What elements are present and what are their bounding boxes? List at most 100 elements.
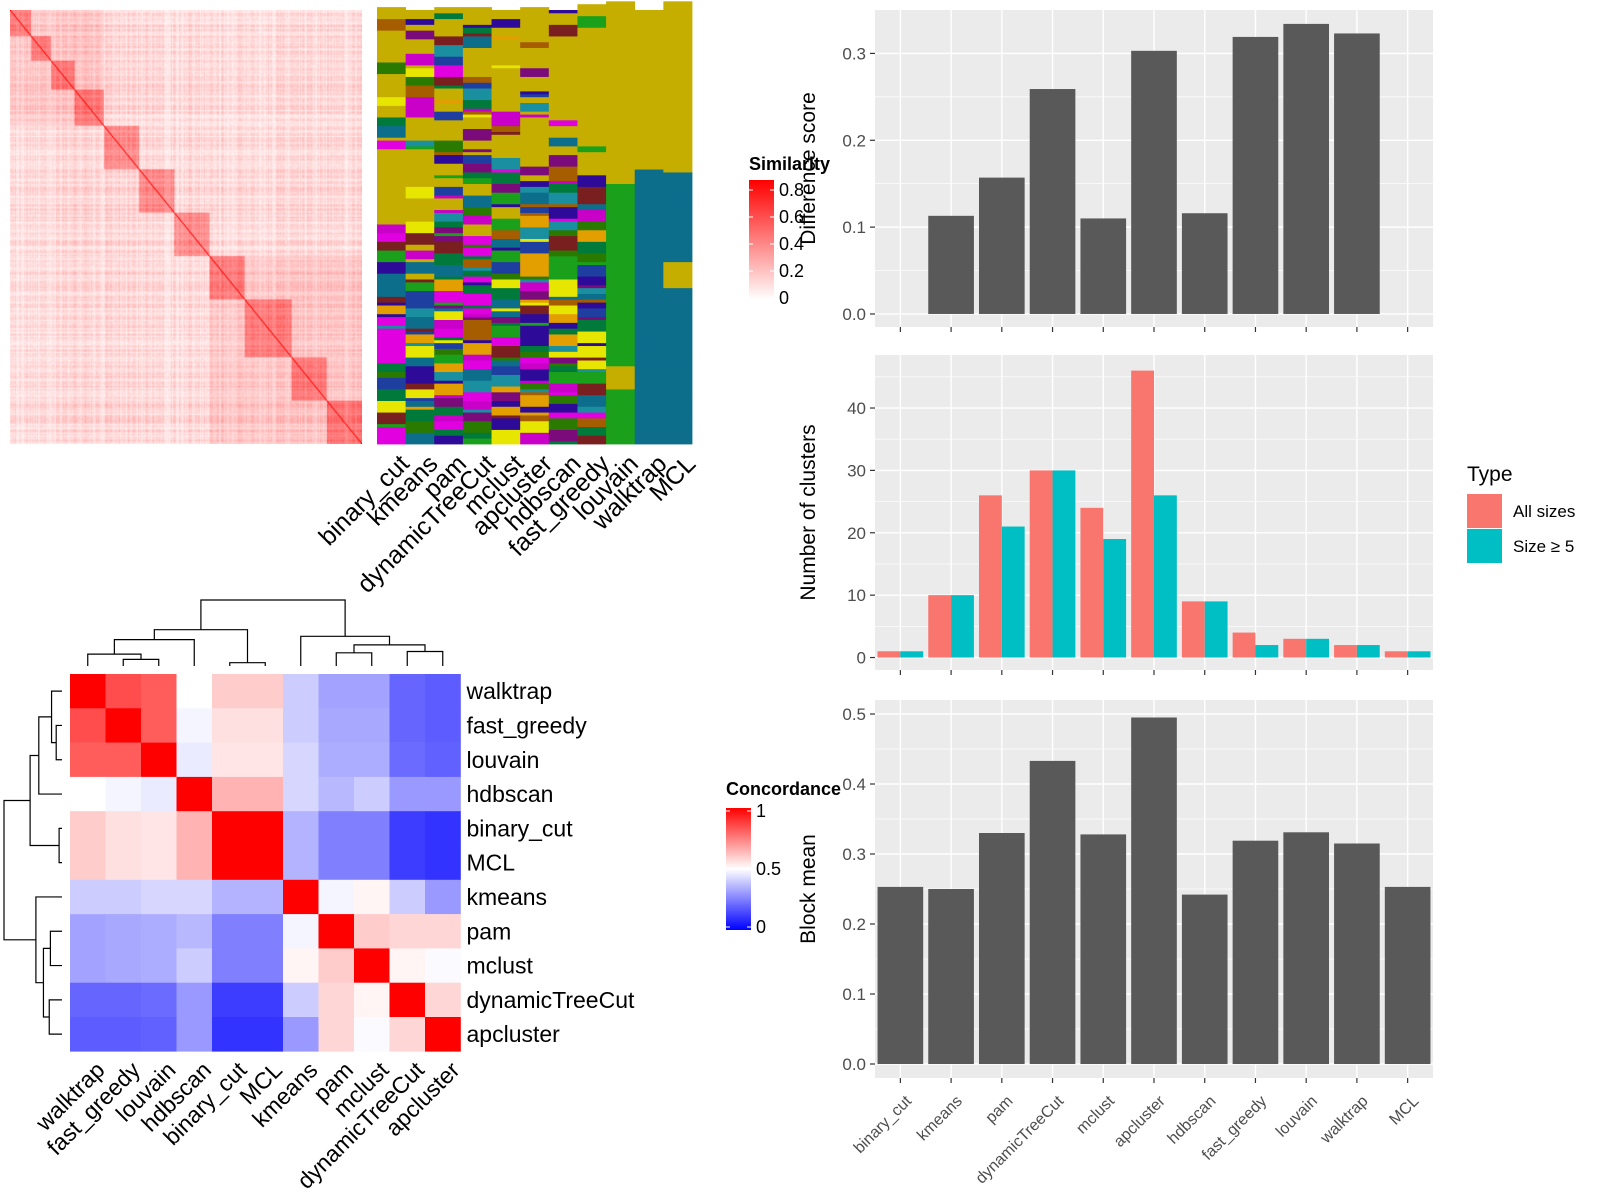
cluster-cell	[491, 64, 521, 69]
cluster-cell	[663, 53, 693, 86]
cluster-cell	[377, 305, 407, 315]
concordance-cell	[283, 776, 319, 812]
cluster-cell	[434, 232, 464, 237]
cluster-cell	[462, 255, 492, 260]
cluster-cell	[577, 4, 607, 17]
difference-score-chart: 0.0 0.1 0.2 0.3 Difference score	[797, 10, 1433, 332]
cluster-cell	[520, 227, 550, 239]
cluster-cell	[520, 79, 550, 86]
cluster-cell	[405, 316, 435, 329]
cluster-cell	[663, 96, 693, 127]
cluster-cell	[520, 389, 550, 393]
similarity-legend-tick-label: 0.4	[779, 234, 804, 254]
cluster-cell	[377, 377, 407, 390]
cluster-column-binary_cut	[377, 7, 407, 445]
cluster-cell	[634, 15, 664, 28]
cluster-cell	[577, 316, 607, 320]
row-dendrogram-link	[35, 896, 62, 984]
cluster-cell	[462, 412, 492, 422]
concordance-cell	[105, 845, 142, 881]
type-legend-key	[1467, 494, 1502, 528]
cluster-cell	[520, 59, 550, 69]
concordance-cell	[70, 811, 106, 846]
cluster-cell	[520, 47, 550, 60]
cluster-cell	[405, 331, 435, 335]
cluster-cell	[491, 238, 521, 248]
cluster-cell	[377, 284, 407, 297]
cluster-cell	[491, 273, 521, 280]
cluster-cell	[405, 27, 435, 31]
cluster-column-hdbscan	[548, 10, 578, 445]
concordance-cell	[212, 982, 248, 1018]
cluster-cell	[606, 183, 636, 205]
cluster-cell	[548, 12, 578, 25]
cluster-cell	[434, 198, 464, 211]
bar-size-5	[1306, 638, 1330, 658]
cluster-cell	[663, 1, 693, 20]
cluster-cell	[577, 319, 607, 332]
cluster-cell	[434, 99, 464, 103]
cluster-cell	[462, 128, 492, 141]
cluster-cell	[462, 114, 492, 118]
cluster-cell	[520, 128, 550, 138]
concordance-cell	[70, 845, 106, 881]
cluster-cell	[634, 59, 664, 86]
concordance-cell	[212, 776, 248, 812]
cluster-cell	[634, 169, 664, 196]
cluster-cell	[405, 180, 435, 187]
cluster-cell	[520, 24, 550, 37]
cluster-cell	[405, 406, 435, 410]
cluster-cell	[577, 163, 607, 176]
cluster-assignment-heatmap: binary_cutkmeanspamdynamicTreeCutmclusta…	[313, 1, 701, 599]
cluster-cell	[377, 313, 407, 318]
cluster-cell	[377, 362, 407, 370]
cluster-column-pam	[434, 7, 464, 445]
cluster-cell	[462, 56, 492, 69]
bar-all-sizes	[928, 595, 952, 658]
concordance-cell	[389, 879, 426, 915]
cluster-cell	[577, 299, 607, 303]
cluster-cell	[462, 276, 492, 283]
cluster-cell	[434, 88, 464, 98]
cluster-cell	[434, 302, 464, 306]
cluster-cell	[462, 339, 492, 344]
cluster-cell	[548, 371, 578, 384]
x-tick-label: pam	[983, 1093, 1017, 1127]
cluster-cell	[548, 351, 578, 358]
cluster-cell	[577, 192, 607, 205]
similarity-legend-title: Similarity	[749, 154, 830, 174]
cluster-cell	[491, 206, 521, 219]
cluster-cell	[405, 209, 435, 216]
cluster-cell	[548, 267, 578, 280]
cluster-cell	[606, 203, 636, 211]
cluster-cell	[577, 203, 607, 211]
concordance-cell	[141, 742, 177, 778]
concordance-cell	[141, 845, 177, 881]
cluster-cell	[462, 206, 492, 216]
cluster-cell	[520, 305, 550, 315]
cluster-cell	[405, 53, 435, 66]
cluster-cell	[491, 250, 521, 263]
cluster-cell	[434, 36, 464, 46]
cluster-column-mclust	[491, 10, 521, 445]
cluster-cell	[520, 154, 550, 167]
cluster-cell	[577, 41, 607, 46]
cluster-cell	[548, 64, 578, 69]
cluster-cell	[548, 47, 578, 54]
cluster-cell	[577, 276, 607, 286]
cluster-cell	[548, 441, 578, 445]
concordance-cell	[354, 811, 390, 846]
concordance-cell	[247, 708, 284, 743]
cluster-cell	[548, 117, 578, 121]
cluster-cell	[491, 111, 521, 118]
cluster-cell	[405, 76, 435, 86]
cluster-cell	[548, 255, 578, 268]
cluster-cell	[520, 67, 550, 77]
cluster-cell	[434, 174, 464, 179]
cluster-cell	[377, 212, 407, 225]
concordance-row-label: kmeans	[467, 884, 548, 910]
cluster-cell	[606, 270, 636, 280]
cluster-cell	[520, 206, 550, 213]
cluster-cell	[434, 128, 464, 135]
